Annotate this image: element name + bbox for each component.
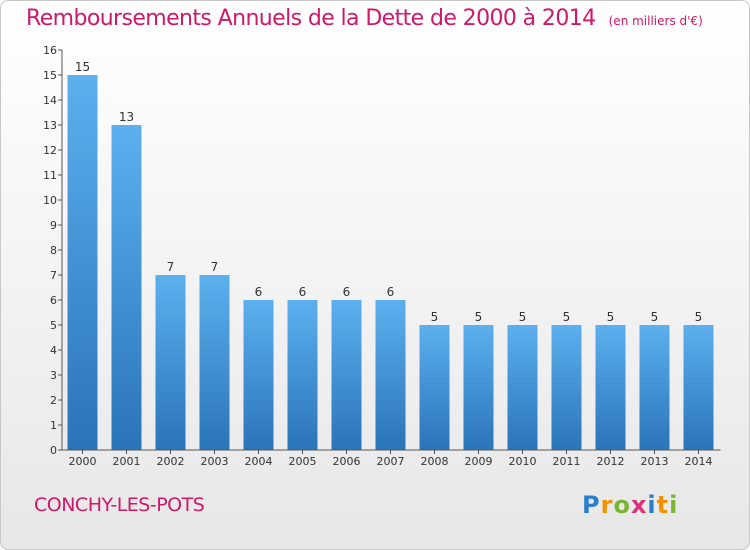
y-tick-label: 14 bbox=[43, 94, 57, 107]
bar-value-label: 5 bbox=[651, 310, 659, 324]
x-tick-label: 2005 bbox=[289, 455, 317, 468]
bar-2005 bbox=[287, 300, 318, 450]
bar-value-label: 6 bbox=[299, 285, 307, 299]
x-tick-label: 2013 bbox=[641, 455, 669, 468]
bar-value-label: 5 bbox=[607, 310, 615, 324]
bar-value-label: 5 bbox=[563, 310, 571, 324]
y-tick-label: 6 bbox=[50, 294, 57, 307]
x-tick-label: 2008 bbox=[421, 455, 449, 468]
y-tick-label: 4 bbox=[50, 344, 57, 357]
bars: 15 13 7 7 6 6 6 6 5 5 5 5 5 5 5 bbox=[67, 60, 714, 450]
y-tick-label: 11 bbox=[43, 169, 57, 182]
bar-2010 bbox=[507, 325, 538, 450]
bar-value-label: 5 bbox=[695, 310, 703, 324]
proxiti-logo: Proxiti bbox=[582, 491, 678, 519]
bar-2008 bbox=[419, 325, 450, 450]
chart-unit-label: (en milliers d'€) bbox=[608, 14, 703, 28]
x-tick-label: 2001 bbox=[113, 455, 141, 468]
x-tick-label: 2007 bbox=[377, 455, 405, 468]
x-tick-label: 2011 bbox=[553, 455, 581, 468]
bar-2004 bbox=[243, 300, 274, 450]
x-tick-label: 2009 bbox=[465, 455, 493, 468]
bar-2003 bbox=[199, 275, 230, 450]
logo-letter: P bbox=[582, 491, 601, 519]
x-tick-label: 2012 bbox=[597, 455, 625, 468]
y-tick-label: 16 bbox=[43, 44, 57, 57]
x-tick-label: 2006 bbox=[333, 455, 361, 468]
bar-2002 bbox=[155, 275, 186, 450]
bar-2006 bbox=[331, 300, 362, 450]
bar-value-label: 5 bbox=[519, 310, 527, 324]
bar-value-label: 7 bbox=[211, 260, 219, 274]
x-tick-label: 2004 bbox=[245, 455, 273, 468]
bar-value-label: 6 bbox=[255, 285, 263, 299]
bar-value-label: 6 bbox=[387, 285, 395, 299]
x-tick-label: 2014 bbox=[685, 455, 713, 468]
y-tick-label: 3 bbox=[50, 369, 57, 382]
chart-title: Remboursements Annuels de la Dette de 20… bbox=[26, 6, 596, 31]
logo-letter: r bbox=[600, 491, 614, 519]
bar-2007 bbox=[375, 300, 406, 450]
y-tick-label: 2 bbox=[50, 394, 57, 407]
bar-2014 bbox=[683, 325, 714, 450]
logo-letter: t bbox=[656, 491, 670, 519]
bar-2009 bbox=[463, 325, 494, 450]
bar-value-label: 5 bbox=[475, 310, 483, 324]
x-tick-label: 2010 bbox=[509, 455, 537, 468]
bar-value-label: 13 bbox=[119, 110, 134, 124]
x-tick-label: 2003 bbox=[201, 455, 229, 468]
x-tick-label: 2002 bbox=[157, 455, 185, 468]
bar-2000 bbox=[67, 75, 98, 450]
bar-2013 bbox=[639, 325, 670, 450]
y-tick-label: 7 bbox=[50, 269, 57, 282]
bar-value-label: 5 bbox=[431, 310, 439, 324]
y-tick-label: 5 bbox=[50, 319, 57, 332]
x-tick-label: 2000 bbox=[69, 455, 97, 468]
y-tick-label: 0 bbox=[50, 444, 57, 457]
y-tick-label: 10 bbox=[43, 194, 57, 207]
logo-letter: i bbox=[669, 491, 679, 519]
y-tick-label: 15 bbox=[43, 69, 57, 82]
y-tick-label: 9 bbox=[50, 219, 57, 232]
chart-title-row: Remboursements Annuels de la Dette de 20… bbox=[26, 6, 703, 31]
y-tick-label: 8 bbox=[50, 244, 57, 257]
logo-letter: o bbox=[613, 491, 631, 519]
bar-value-label: 7 bbox=[167, 260, 175, 274]
logo-letter: i bbox=[647, 491, 657, 519]
y-tick-label: 13 bbox=[43, 119, 57, 132]
bar-2012 bbox=[595, 325, 626, 450]
bar-value-label: 15 bbox=[75, 60, 90, 74]
logo-letter: x bbox=[630, 491, 648, 519]
y-tick-label: 12 bbox=[43, 144, 57, 157]
town-name: CONCHY-LES-POTS bbox=[34, 494, 205, 516]
bar-value-label: 6 bbox=[343, 285, 351, 299]
bar-2001 bbox=[111, 125, 142, 450]
y-tick-label: 1 bbox=[50, 419, 57, 432]
x-axis: 2000 2001 2002 2003 2004 2005 2006 2007 2008 2009… bbox=[62, 449, 721, 468]
bar-2011 bbox=[551, 325, 582, 450]
